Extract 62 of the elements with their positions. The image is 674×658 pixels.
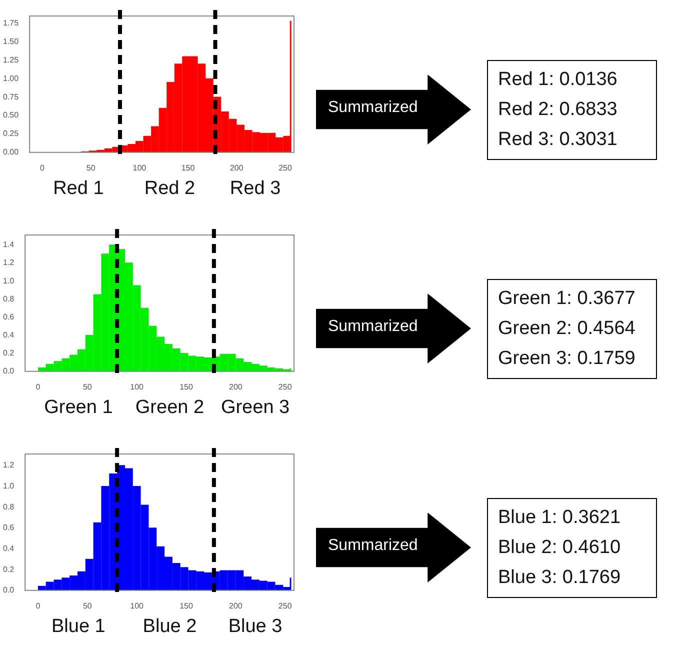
y-tick-label: 1.00 (2, 73, 20, 82)
y-tick-label: 0.4 (2, 330, 15, 339)
text: Green 3 (220, 396, 290, 418)
y-tick-label: 0.00 (2, 147, 20, 156)
y-tick-label: 1.2 (2, 258, 15, 267)
y-tick-label: 1.50 (2, 36, 20, 46)
y-tick-label: 0.2 (2, 564, 15, 574)
x-tick-label: 0 (36, 600, 41, 610)
y-tick-label: 1.25 (2, 54, 20, 64)
x-tick-label: 100 (130, 600, 144, 610)
x-tick-label: 250 (278, 382, 292, 391)
text: Blue 3: 0.1769 (498, 566, 622, 590)
text: Red 1 (53, 178, 104, 200)
x-tick-label: 150 (180, 600, 194, 610)
y-tick-label: 0.25 (2, 128, 20, 138)
x-tick-label: 100 (130, 382, 144, 391)
text: Summarized (328, 98, 418, 116)
text: Summarized (328, 536, 418, 554)
y-tick-label: 0.75 (2, 92, 20, 101)
y-tick-label: 1.0 (2, 480, 15, 490)
text: Blue 1: 0.3621 (498, 506, 622, 530)
x-tick-label: 0 (36, 382, 41, 391)
x-tick-label: 50 (82, 382, 92, 391)
text: Green 2: 0.4564 (498, 316, 636, 340)
text: Blue 1 (52, 616, 106, 638)
text: Red 3: 0.3031 (498, 128, 618, 152)
text: Red 2: 0.6833 (498, 98, 618, 122)
y-tick-label: 0.8 (2, 502, 15, 511)
y-tick-label: 0.8 (2, 294, 15, 303)
x-tick-label: 100 (132, 162, 147, 172)
y-tick-label: 0.6 (2, 312, 15, 321)
x-tick-label: 150 (180, 382, 194, 391)
text: Green 1: 0.3677 (498, 286, 636, 310)
x-tick-label: 0 (40, 162, 45, 172)
y-tick-label: 0.50 (2, 110, 20, 120)
y-tick-label: 0.4 (2, 543, 15, 552)
text: Blue 3 (228, 616, 282, 638)
x-tick-label: 200 (228, 600, 243, 610)
y-tick-label: 0.6 (2, 522, 15, 532)
text: Red 2 (144, 178, 196, 200)
x-tick-label: 150 (181, 162, 196, 172)
text: Green 3: 0.1759 (498, 346, 636, 370)
y-tick-label: 0.0 (2, 585, 15, 594)
text: Red 3 (230, 178, 281, 200)
x-tick-label: 50 (86, 162, 96, 172)
y-tick-label: 1.4 (2, 240, 15, 249)
x-tick-label: 50 (82, 600, 92, 610)
x-tick-label: 250 (278, 162, 292, 172)
text: Blue 2 (142, 616, 197, 638)
y-tick-label: 0.2 (2, 348, 15, 358)
text: Summarized (328, 318, 418, 336)
text: Green 1 (44, 396, 113, 418)
text: Green 2 (135, 396, 204, 418)
y-tick-label: 0.0 (2, 366, 15, 376)
x-tick-label: 250 (278, 600, 292, 610)
x-tick-label: 200 (228, 382, 243, 391)
y-tick-label: 1.75 (2, 18, 20, 28)
y-tick-label: 1.2 (2, 460, 15, 470)
x-tick-label: 200 (230, 162, 244, 172)
text: Red 1: 0.0136 (498, 68, 618, 92)
text: Blue 2: 0.4610 (498, 536, 622, 560)
y-tick-label: 1.0 (2, 276, 15, 285)
